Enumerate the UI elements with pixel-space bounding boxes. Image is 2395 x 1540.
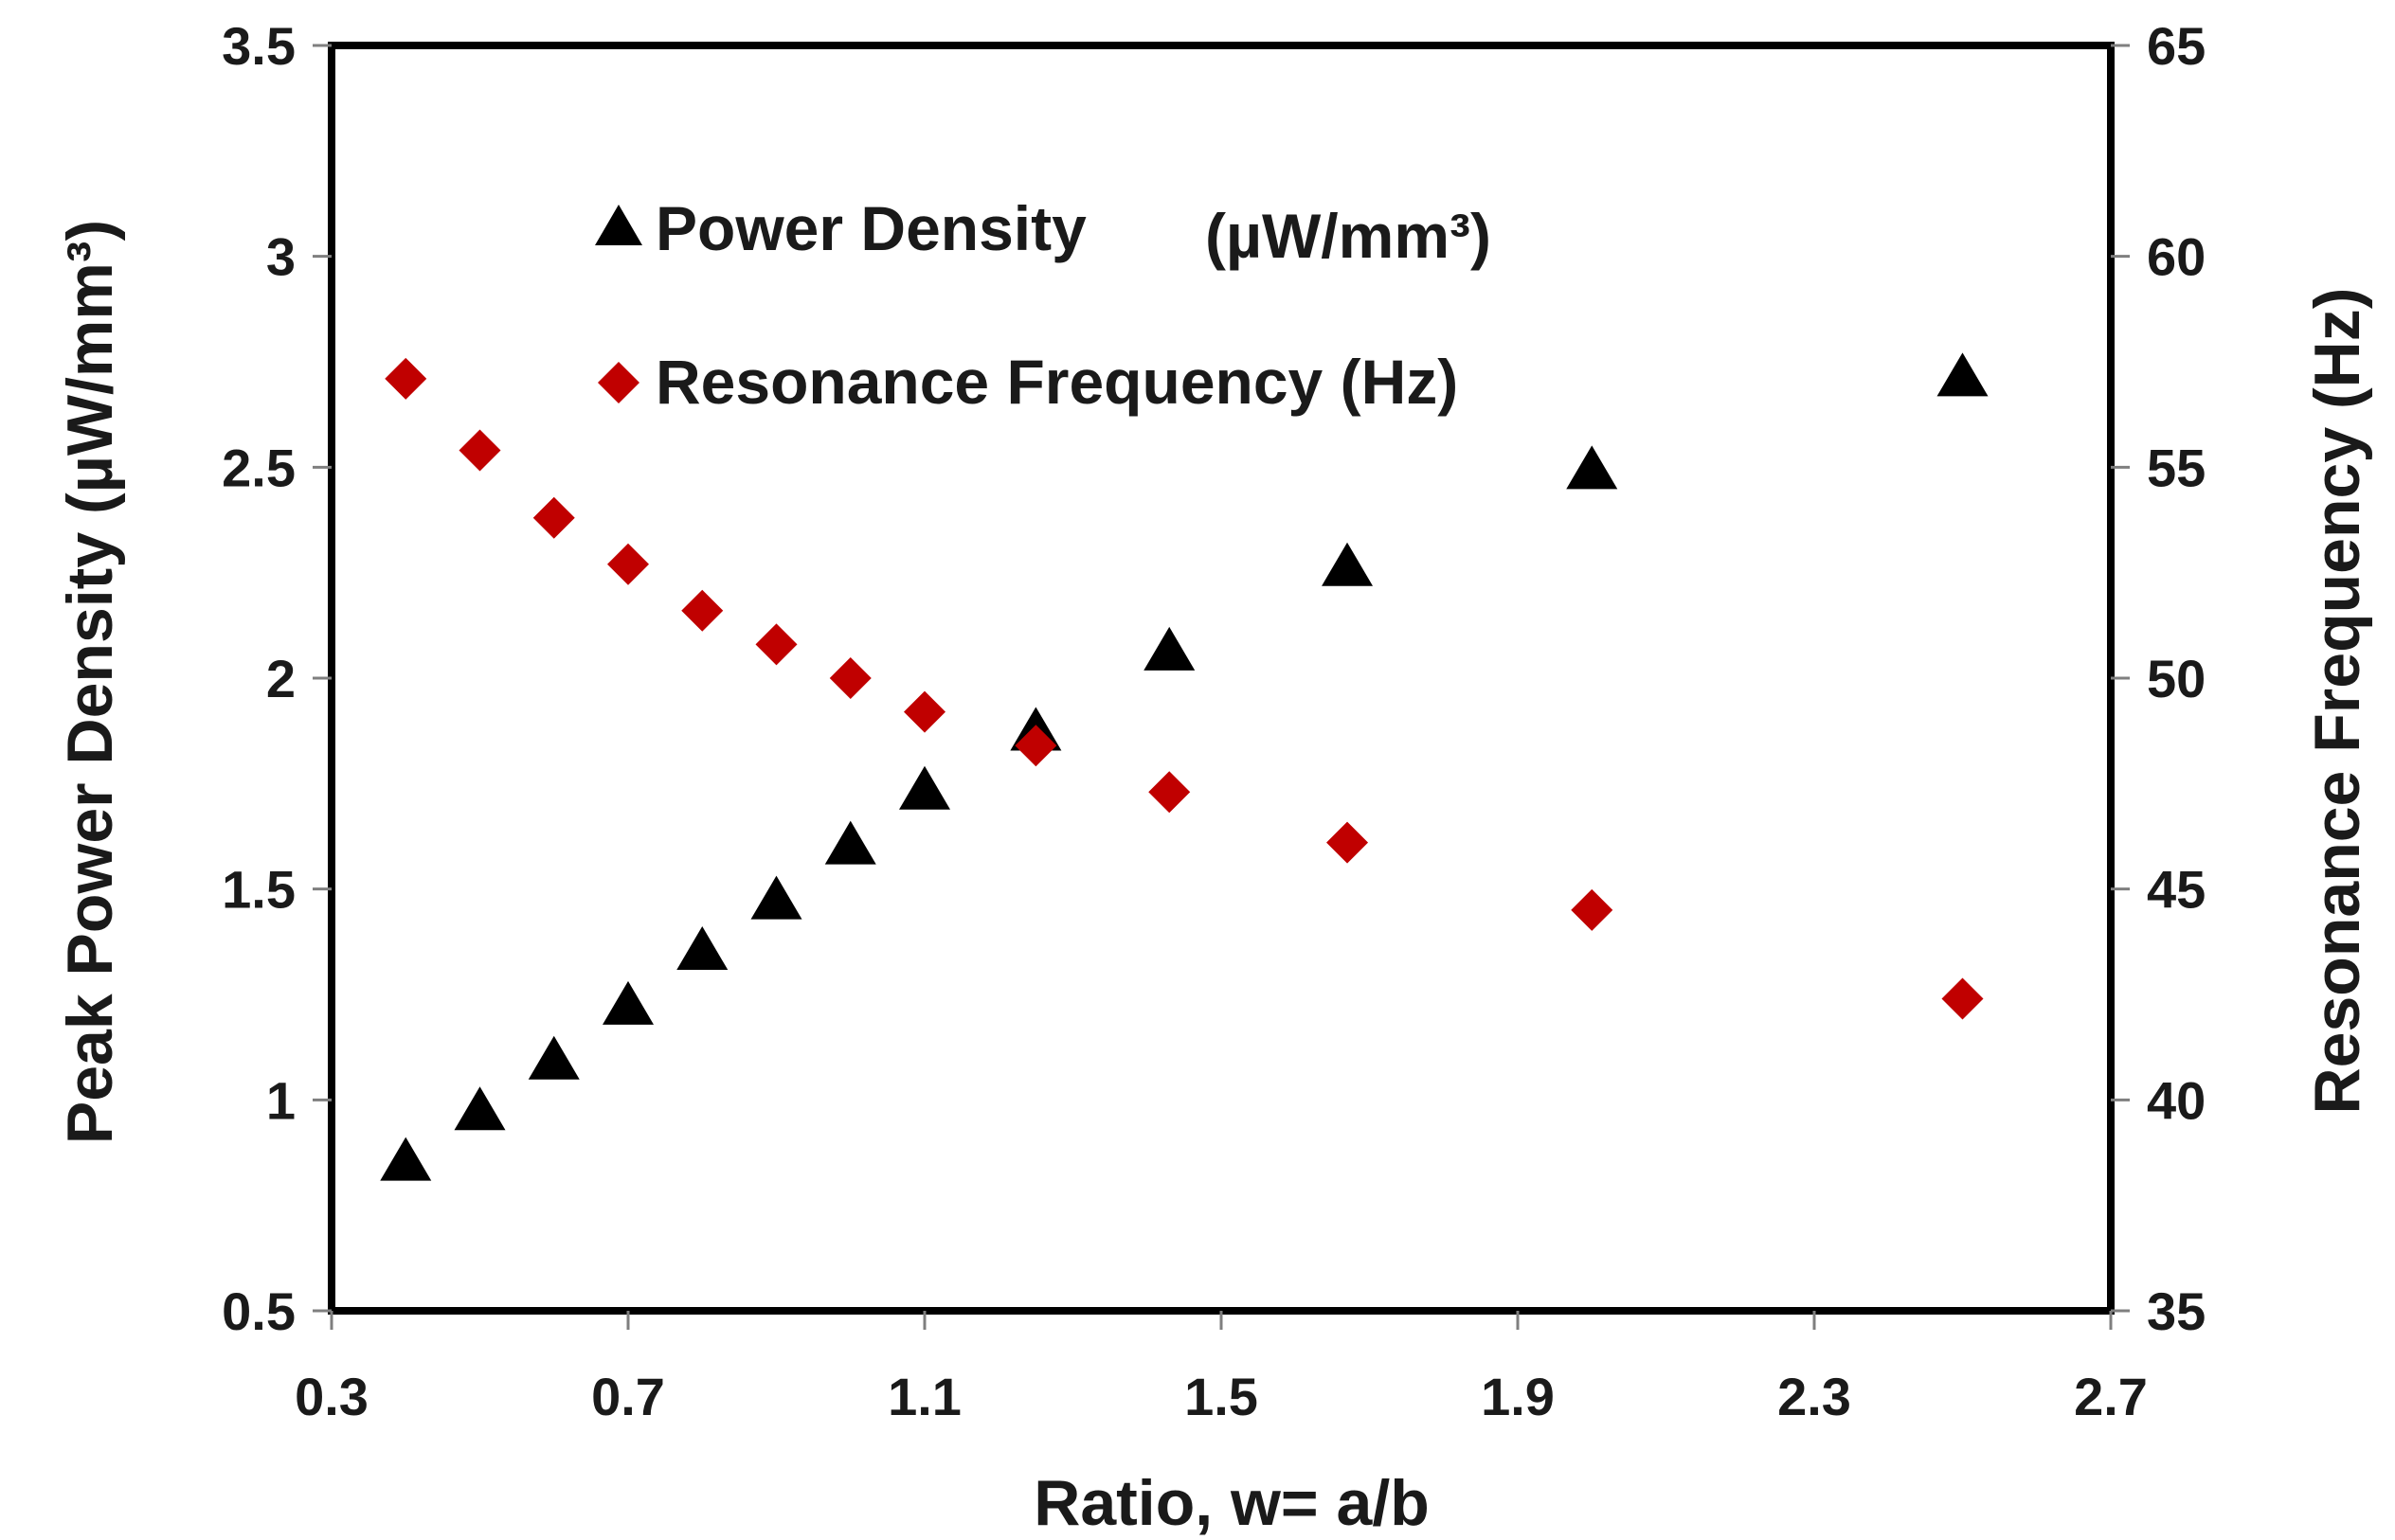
power-density-point bbox=[603, 980, 654, 1025]
legend-marker-power-density bbox=[595, 205, 642, 245]
legend: Power Density (µW/mm³) Resonance Frequen… bbox=[595, 193, 1491, 417]
resonance-frequency-point bbox=[607, 543, 649, 585]
power-density-point bbox=[676, 926, 729, 971]
right-axis-tick-label: 40 bbox=[2147, 1070, 2206, 1130]
x-axis-tick-label: 1.1 bbox=[888, 1367, 962, 1426]
resonance-frequency-point bbox=[904, 690, 945, 733]
power-density-point bbox=[824, 820, 876, 865]
legend-unit-power-density: (µW/mm³) bbox=[1205, 201, 1491, 271]
series-resonance-frequency bbox=[385, 357, 1984, 1020]
x-axis-tick-label: 1.9 bbox=[1481, 1367, 1555, 1426]
x-axis-tick-label: 0.7 bbox=[591, 1367, 665, 1426]
resonance-frequency-point bbox=[681, 589, 724, 632]
x-axis-ticks: 0.3 0.7 1.1 1.5 1.9 2.3 2.7 bbox=[295, 1311, 2148, 1426]
right-axis-tick-label: 45 bbox=[2147, 860, 2206, 920]
x-axis-tick-label: 2.3 bbox=[1777, 1367, 1851, 1426]
right-axis-tick-label: 35 bbox=[2147, 1281, 2206, 1341]
resonance-frequency-point bbox=[1148, 771, 1191, 814]
resonance-frequency-point bbox=[1941, 977, 1984, 1020]
x-axis-tick-label: 2.7 bbox=[2074, 1367, 2148, 1426]
right-axis-tick-label: 55 bbox=[2147, 438, 2206, 497]
resonance-frequency-point bbox=[459, 429, 501, 472]
power-density-point bbox=[454, 1086, 506, 1131]
power-density-point bbox=[1143, 626, 1196, 671]
resonance-frequency-point bbox=[532, 496, 575, 539]
x-axis-tick-label: 1.5 bbox=[1184, 1367, 1258, 1426]
left-axis-tick-label: 2 bbox=[266, 649, 296, 708]
series-power-density bbox=[380, 352, 1989, 1181]
resonance-frequency-point bbox=[1015, 725, 1057, 767]
resonance-frequency-point bbox=[1571, 888, 1613, 931]
power-density-point bbox=[1322, 542, 1374, 586]
left-axis-tick-label: 0.5 bbox=[222, 1281, 296, 1341]
right-axis-tick-label: 65 bbox=[2147, 16, 2206, 76]
left-axis-title: Peak Power Density (µW/mm³) bbox=[54, 220, 126, 1144]
series-layer bbox=[380, 352, 1989, 1181]
power-density-point bbox=[1566, 445, 1618, 490]
legend-label-power-density: Power Density bbox=[656, 193, 1087, 263]
left-axis-tick-label: 3 bbox=[266, 227, 296, 287]
left-axis-tick-label: 2.5 bbox=[222, 438, 296, 497]
power-density-point bbox=[380, 1137, 432, 1181]
right-axis-tick-label: 60 bbox=[2147, 227, 2206, 287]
power-density-point bbox=[1936, 352, 1989, 397]
right-axis-ticks: 35 40 45 50 55 60 65 bbox=[2111, 16, 2206, 1341]
left-axis-tick-label: 3.5 bbox=[222, 16, 296, 76]
x-axis-title: Ratio, w= a/b bbox=[1034, 1467, 1430, 1539]
right-axis-title: Resonance Frequency (Hz) bbox=[2301, 288, 2373, 1115]
left-axis-ticks: 0.5 1 1.5 2 2.5 3 3.5 bbox=[222, 16, 332, 1341]
resonance-frequency-point bbox=[755, 623, 798, 666]
x-axis-tick-label: 0.3 bbox=[295, 1367, 369, 1426]
left-axis-tick-label: 1 bbox=[266, 1070, 296, 1130]
legend-marker-resonance-frequency bbox=[598, 362, 639, 403]
power-density-point bbox=[899, 765, 950, 810]
right-axis-tick-label: 50 bbox=[2147, 649, 2206, 708]
left-axis-tick-label: 1.5 bbox=[222, 860, 296, 920]
power-density-point bbox=[528, 1035, 580, 1080]
resonance-frequency-point bbox=[829, 657, 872, 699]
resonance-frequency-point bbox=[385, 357, 427, 400]
legend-label-resonance-frequency: Resonance Frequency (Hz) bbox=[656, 347, 1458, 417]
resonance-frequency-point bbox=[1326, 821, 1369, 864]
power-density-point bbox=[750, 875, 802, 920]
